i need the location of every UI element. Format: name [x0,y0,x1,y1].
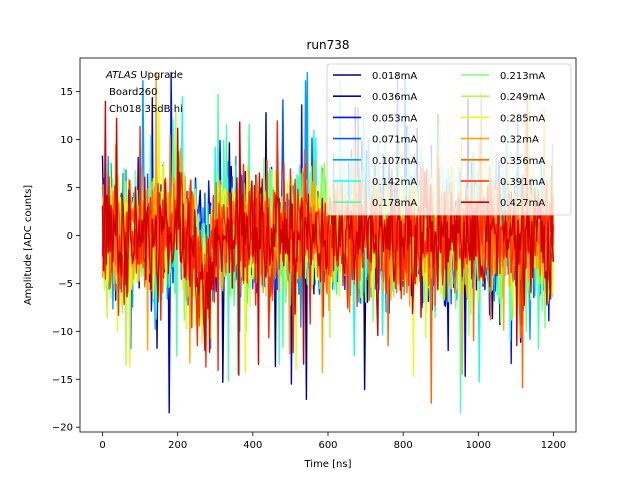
legend-label: 0.053mA [372,113,417,124]
x-tick-label: 600 [318,440,337,451]
legend-label: 0.142mA [372,177,417,188]
legend-label: 0.107mA [372,156,417,167]
y-tick-label: −15 [52,375,73,386]
y-tick-label: 10 [60,135,73,146]
legend-label: 0.178mA [372,198,417,209]
annotation-channel: Ch018 35dB hi [109,104,183,115]
legend-label: 0.249mA [500,92,545,103]
annotation-upgrade: Upgrade [137,70,183,81]
chart-title: run738 [306,38,349,52]
x-axis: 0 200 400 600 800 1000 1200 [99,432,566,451]
x-tick-label: 400 [243,440,262,451]
y-tick-label: 5 [67,183,73,194]
legend-box [326,63,572,216]
legend-label: 0.036mA [372,92,417,103]
y-axis: −20 −15 −10 −5 0 5 10 15 [52,87,80,434]
y-tick-label: −20 [52,423,73,434]
legend-label: 0.285mA [500,113,545,124]
y-tick-label: −5 [58,279,73,290]
annotation-line-1: ATLAS Upgrade [105,70,183,81]
atlas-annotation: ATLAS Upgrade Board260 Ch018 35dB hi [105,70,183,115]
y-tick-label: 0 [67,231,73,242]
x-tick-label: 1200 [541,440,566,451]
annotation-atlas: ATLAS [105,70,138,81]
legend-label: 0.356mA [500,156,545,167]
legend-label: 0.213mA [500,71,545,82]
y-tick-label: −10 [52,327,73,338]
y-axis-label: Amplitude [ADC counts] [23,185,34,305]
x-tick-label: 0 [99,440,105,451]
legend-label: 0.32mA [500,135,539,146]
legend-label: 0.427mA [500,198,545,209]
x-axis-label: Time [ns] [303,459,351,470]
x-tick-label: 1000 [466,440,491,451]
x-tick-label: 800 [394,440,413,451]
annotation-board: Board260 [109,87,157,98]
legend-label: 0.018mA [372,71,417,82]
legend: 0.018mA 0.036mA 0.053mA 0.071mA 0.107mA 0.142… [326,63,572,216]
x-tick-label: 200 [168,440,187,451]
legend-label: 0.391mA [500,177,545,188]
y-tick-label: 15 [60,87,73,98]
legend-label: 0.071mA [372,135,417,146]
series-line [101,100,555,376]
